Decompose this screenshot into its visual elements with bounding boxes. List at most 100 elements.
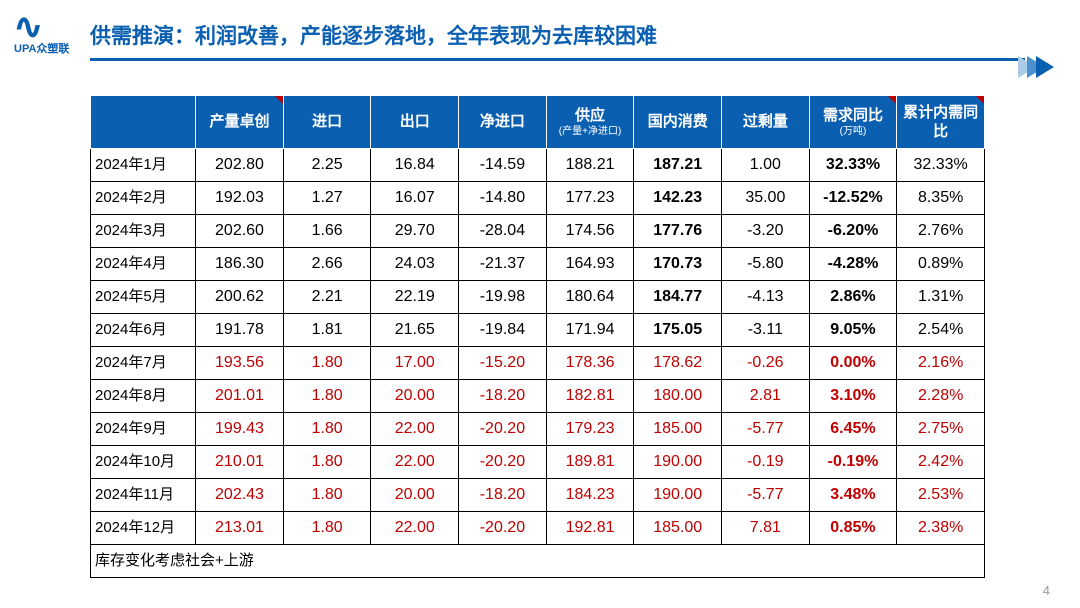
cell-import: 1.66 (283, 215, 371, 248)
table-row: 2024年5月200.622.2122.19-19.98180.64184.77… (91, 281, 985, 314)
cell-dyoy: -4.28% (809, 248, 897, 281)
cell-surplus: -5.80 (722, 248, 810, 281)
cell-dom: 170.73 (634, 248, 722, 281)
page-title-wrap: 供需推演：利润改善，产能逐步落地，全年表现为去库较困难 (90, 20, 657, 50)
cell-dyoy: 32.33% (809, 149, 897, 182)
cell-cyoy: 2.76% (897, 215, 985, 248)
cell-dyoy: 0.00% (809, 347, 897, 380)
cell-supply: 177.23 (546, 182, 634, 215)
title-divider (90, 58, 1025, 61)
table-row: 2024年2月192.031.2716.07-14.80177.23142.23… (91, 182, 985, 215)
cell-surplus: 7.81 (722, 512, 810, 545)
table-body: 2024年1月202.802.2516.84-14.59188.21187.21… (91, 149, 985, 578)
cell-import: 2.21 (283, 281, 371, 314)
col-netimp: 净进口 (459, 96, 547, 149)
cell-prod: 186.30 (196, 248, 284, 281)
cell-month: 2024年6月 (91, 314, 196, 347)
cell-surplus: -0.19 (722, 446, 810, 479)
data-table-wrap: 产量卓创进口出口净进口供应(产量+净进口)国内消费过剩量需求同比(万吨)累计内需… (90, 95, 985, 578)
cell-cyoy: 2.54% (897, 314, 985, 347)
cell-supply: 189.81 (546, 446, 634, 479)
cell-netimp: -28.04 (459, 215, 547, 248)
table-row: 2024年3月202.601.6629.70-28.04174.56177.76… (91, 215, 985, 248)
cell-supply: 171.94 (546, 314, 634, 347)
cell-export: 22.00 (371, 446, 459, 479)
cell-month: 2024年9月 (91, 413, 196, 446)
cell-dom: 175.05 (634, 314, 722, 347)
col-import: 进口 (283, 96, 371, 149)
table-row: 2024年7月193.561.8017.00-15.20178.36178.62… (91, 347, 985, 380)
cell-export: 22.00 (371, 512, 459, 545)
table-row: 2024年8月201.011.8020.00-18.20182.81180.00… (91, 380, 985, 413)
cell-month: 2024年5月 (91, 281, 196, 314)
col-supply: 供应(产量+净进口) (546, 96, 634, 149)
cell-netimp: -19.84 (459, 314, 547, 347)
page-number: 4 (1043, 583, 1050, 598)
cell-surplus: 1.00 (722, 149, 810, 182)
cell-supply: 188.21 (546, 149, 634, 182)
cell-dyoy: 3.10% (809, 380, 897, 413)
cell-supply: 184.23 (546, 479, 634, 512)
cell-supply: 179.23 (546, 413, 634, 446)
cell-cyoy: 2.16% (897, 347, 985, 380)
cell-supply: 180.64 (546, 281, 634, 314)
col-export: 出口 (371, 96, 459, 149)
table-footnote: 库存变化考虑社会+上游 (91, 545, 985, 578)
cell-export: 24.03 (371, 248, 459, 281)
cell-surplus: -5.77 (722, 413, 810, 446)
cell-export: 20.00 (371, 479, 459, 512)
cell-month: 2024年2月 (91, 182, 196, 215)
cell-month: 2024年10月 (91, 446, 196, 479)
cell-cyoy: 1.31% (897, 281, 985, 314)
cell-month: 2024年3月 (91, 215, 196, 248)
cell-prod: 202.60 (196, 215, 284, 248)
data-table: 产量卓创进口出口净进口供应(产量+净进口)国内消费过剩量需求同比(万吨)累计内需… (90, 95, 985, 578)
cell-dom: 190.00 (634, 446, 722, 479)
cell-export: 20.00 (371, 380, 459, 413)
cell-supply: 174.56 (546, 215, 634, 248)
cell-cyoy: 32.33% (897, 149, 985, 182)
cell-surplus: -3.20 (722, 215, 810, 248)
cell-cyoy: 2.42% (897, 446, 985, 479)
cell-prod: 213.01 (196, 512, 284, 545)
table-row: 2024年11月202.431.8020.00-18.20184.23190.0… (91, 479, 985, 512)
cell-import: 1.80 (283, 413, 371, 446)
cell-month: 2024年8月 (91, 380, 196, 413)
cell-dom: 177.76 (634, 215, 722, 248)
cell-month: 2024年4月 (91, 248, 196, 281)
cell-netimp: -21.37 (459, 248, 547, 281)
cell-supply: 164.93 (546, 248, 634, 281)
cell-prod: 202.43 (196, 479, 284, 512)
cell-cyoy: 2.28% (897, 380, 985, 413)
cell-netimp: -18.20 (459, 380, 547, 413)
logo-text: UPA众塑联 (14, 40, 74, 56)
logo-mark: ∿ (14, 14, 74, 40)
cell-dom: 180.00 (634, 380, 722, 413)
cell-cyoy: 2.53% (897, 479, 985, 512)
cell-import: 1.81 (283, 314, 371, 347)
cell-import: 1.80 (283, 347, 371, 380)
col-month (91, 96, 196, 149)
cell-export: 22.00 (371, 413, 459, 446)
cell-export: 22.19 (371, 281, 459, 314)
cell-import: 1.80 (283, 446, 371, 479)
cell-surplus: -0.26 (722, 347, 810, 380)
cell-surplus: -4.13 (722, 281, 810, 314)
cell-dom: 190.00 (634, 479, 722, 512)
table-head: 产量卓创进口出口净进口供应(产量+净进口)国内消费过剩量需求同比(万吨)累计内需… (91, 96, 985, 149)
cell-dyoy: 3.48% (809, 479, 897, 512)
cell-dom: 185.00 (634, 413, 722, 446)
cell-netimp: -14.80 (459, 182, 547, 215)
table-row: 2024年6月191.781.8121.65-19.84171.94175.05… (91, 314, 985, 347)
header-chevrons (1018, 56, 1080, 78)
table-row: 2024年12月213.011.8022.00-20.20192.81185.0… (91, 512, 985, 545)
cell-prod: 210.01 (196, 446, 284, 479)
cell-dyoy: -0.19% (809, 446, 897, 479)
cell-dom: 184.77 (634, 281, 722, 314)
cell-surplus: -5.77 (722, 479, 810, 512)
cell-export: 29.70 (371, 215, 459, 248)
cell-import: 1.80 (283, 380, 371, 413)
cell-dom: 185.00 (634, 512, 722, 545)
table-row: 2024年4月186.302.6624.03-21.37164.93170.73… (91, 248, 985, 281)
cell-export: 16.84 (371, 149, 459, 182)
